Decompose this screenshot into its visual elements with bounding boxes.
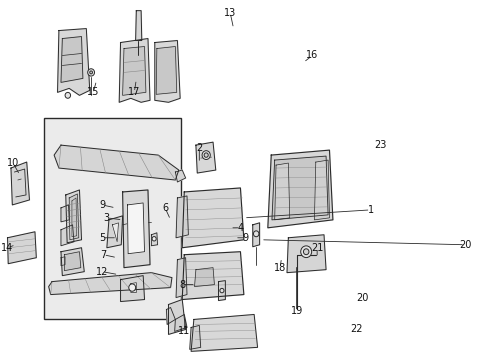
- Circle shape: [128, 284, 135, 291]
- Polygon shape: [58, 28, 90, 95]
- Polygon shape: [121, 276, 144, 302]
- Polygon shape: [7, 232, 36, 264]
- Circle shape: [253, 231, 259, 237]
- Polygon shape: [196, 142, 215, 173]
- Polygon shape: [54, 145, 179, 180]
- Polygon shape: [131, 283, 136, 293]
- Text: 19: 19: [290, 306, 302, 316]
- Text: 20: 20: [458, 240, 470, 250]
- Polygon shape: [191, 315, 257, 351]
- Text: 20: 20: [355, 293, 368, 302]
- Circle shape: [202, 151, 210, 159]
- Text: 12: 12: [96, 267, 108, 276]
- Text: 13: 13: [224, 8, 236, 18]
- Text: 14: 14: [1, 243, 14, 253]
- Polygon shape: [122, 46, 145, 95]
- Polygon shape: [182, 188, 244, 248]
- Polygon shape: [65, 190, 81, 243]
- Polygon shape: [218, 280, 225, 301]
- Polygon shape: [107, 216, 122, 248]
- Polygon shape: [127, 203, 144, 254]
- Polygon shape: [166, 307, 175, 324]
- Text: 16: 16: [305, 50, 318, 60]
- Polygon shape: [194, 268, 214, 287]
- Circle shape: [203, 153, 208, 157]
- Polygon shape: [189, 325, 200, 349]
- Bar: [44, 118, 181, 319]
- Circle shape: [303, 249, 308, 255]
- Text: 18: 18: [273, 263, 285, 273]
- Polygon shape: [122, 190, 150, 268]
- Text: 15: 15: [87, 87, 99, 97]
- Text: 9: 9: [243, 233, 248, 243]
- Polygon shape: [48, 273, 172, 294]
- Polygon shape: [174, 315, 186, 332]
- Polygon shape: [69, 194, 79, 240]
- Polygon shape: [61, 248, 84, 276]
- Polygon shape: [72, 198, 77, 237]
- Circle shape: [220, 288, 224, 293]
- Text: 3: 3: [103, 213, 110, 223]
- Text: 10: 10: [7, 158, 19, 168]
- Circle shape: [90, 71, 92, 74]
- Polygon shape: [314, 160, 329, 220]
- Polygon shape: [112, 223, 118, 242]
- Text: 1: 1: [367, 205, 373, 215]
- Circle shape: [152, 237, 156, 241]
- Polygon shape: [176, 258, 186, 298]
- Text: 9: 9: [99, 200, 105, 210]
- Text: 21: 21: [310, 243, 323, 253]
- Circle shape: [87, 69, 94, 76]
- Polygon shape: [252, 223, 259, 247]
- Polygon shape: [271, 156, 327, 220]
- Polygon shape: [11, 162, 29, 205]
- Polygon shape: [135, 11, 142, 41]
- Polygon shape: [61, 257, 65, 266]
- Polygon shape: [61, 205, 69, 222]
- Polygon shape: [267, 150, 332, 228]
- Polygon shape: [155, 41, 180, 102]
- Polygon shape: [182, 252, 244, 300]
- Polygon shape: [156, 46, 176, 94]
- Polygon shape: [151, 233, 157, 246]
- Polygon shape: [61, 37, 83, 82]
- Text: 5: 5: [99, 233, 105, 243]
- Text: 22: 22: [350, 324, 363, 334]
- Text: 4: 4: [237, 223, 243, 233]
- Text: 7: 7: [100, 250, 106, 260]
- Polygon shape: [119, 39, 150, 102]
- Polygon shape: [64, 252, 81, 271]
- Text: 11: 11: [178, 327, 190, 336]
- Polygon shape: [286, 235, 325, 273]
- Text: 17: 17: [128, 87, 140, 97]
- Text: 8: 8: [179, 280, 185, 289]
- Polygon shape: [175, 170, 185, 182]
- Polygon shape: [168, 300, 185, 334]
- Text: 6: 6: [162, 203, 168, 213]
- Text: 2: 2: [196, 143, 202, 153]
- Circle shape: [300, 246, 311, 258]
- Circle shape: [65, 93, 70, 98]
- Polygon shape: [61, 225, 74, 246]
- Polygon shape: [176, 196, 188, 238]
- Polygon shape: [274, 163, 289, 220]
- Text: 23: 23: [374, 140, 386, 150]
